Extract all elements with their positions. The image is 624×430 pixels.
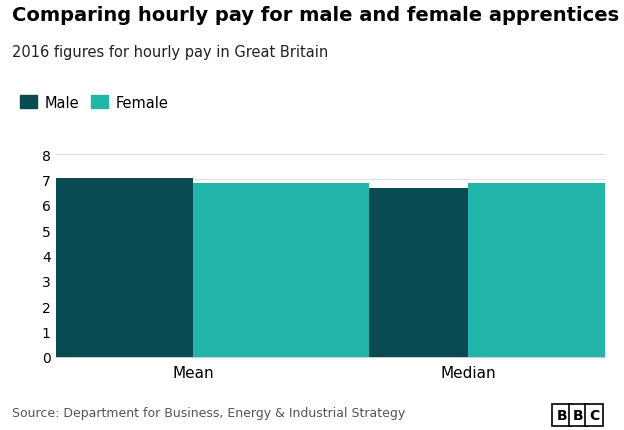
Text: C: C (589, 408, 599, 422)
Bar (17, 179, 193, 357)
Text: B: B (572, 408, 583, 422)
Text: B: B (556, 408, 567, 422)
Bar (193, 184, 369, 357)
Bar (292, 189, 468, 357)
Bar (468, 184, 624, 357)
Text: Comparing hourly pay for male and female apprentices: Comparing hourly pay for male and female… (12, 6, 620, 25)
Legend: Male, Female: Male, Female (20, 95, 168, 111)
Text: 2016 figures for hourly pay in Great Britain: 2016 figures for hourly pay in Great Bri… (12, 45, 329, 60)
Text: Source: Department for Business, Energy & Industrial Strategy: Source: Department for Business, Energy … (12, 406, 406, 419)
